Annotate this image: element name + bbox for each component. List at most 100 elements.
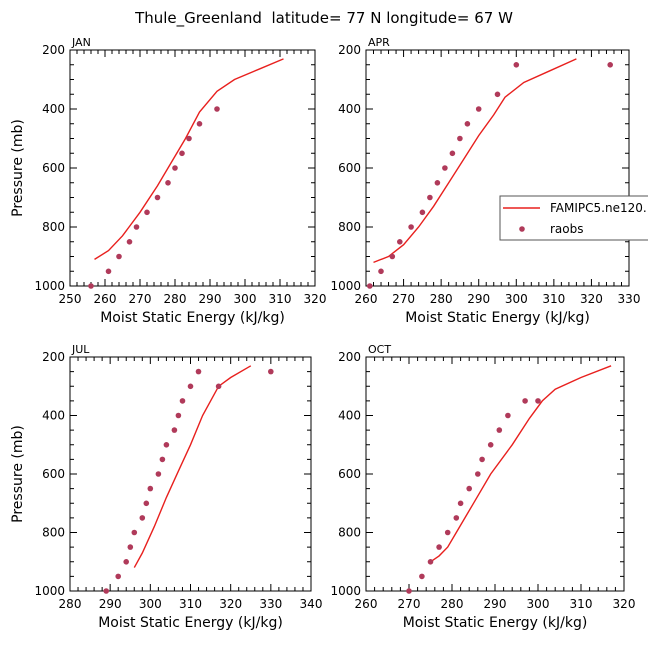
plot-frame bbox=[69, 356, 312, 592]
obs-point bbox=[442, 165, 448, 171]
y-tick-label: 400 bbox=[338, 409, 361, 423]
obs-point bbox=[457, 135, 463, 142]
y-tick-label: 800 bbox=[338, 526, 361, 540]
x-axis-label: Moist Static Energy (kJ/kg) bbox=[405, 310, 590, 326]
obs-point bbox=[535, 398, 541, 404]
obs-point bbox=[143, 500, 150, 507]
plot-frame bbox=[365, 49, 630, 287]
obs-point bbox=[154, 194, 161, 201]
obs-point bbox=[195, 368, 202, 375]
x-tick-label: 300 bbox=[505, 292, 528, 306]
obs-point bbox=[133, 224, 140, 230]
obs-point bbox=[126, 239, 133, 245]
legend-obs-label: raobs bbox=[550, 222, 584, 236]
panel-label: OCT bbox=[368, 343, 391, 356]
y-tick-label: 400 bbox=[42, 102, 65, 116]
x-tick-label: 310 bbox=[570, 597, 593, 611]
x-tick-label: 320 bbox=[219, 597, 242, 611]
obs-point bbox=[378, 268, 384, 275]
obs-point bbox=[214, 106, 220, 112]
plot-frame bbox=[69, 49, 316, 287]
y-tick-label: 1000 bbox=[34, 279, 65, 293]
obs-point bbox=[175, 412, 182, 419]
x-tick-label: 290 bbox=[467, 292, 490, 306]
y-axis-label: Pressure (mb) bbox=[10, 425, 26, 523]
obs-point bbox=[127, 544, 134, 550]
obs-point bbox=[419, 573, 425, 580]
x-axis-label: Moist Static Energy (kJ/kg) bbox=[403, 615, 588, 631]
legend: FAMIPC5.ne120. raobs bbox=[499, 195, 648, 241]
x-tick-label: 340 bbox=[300, 597, 323, 611]
x-tick-label: 270 bbox=[129, 292, 152, 306]
obs-point bbox=[475, 106, 482, 112]
obs-point bbox=[131, 529, 138, 536]
obs-point bbox=[466, 485, 473, 492]
x-tick-label: 260 bbox=[355, 292, 378, 306]
panel-label: APR bbox=[368, 36, 390, 49]
obs-point bbox=[513, 62, 520, 68]
x-tick-label: 300 bbox=[527, 597, 550, 611]
y-axis-label: Pressure (mb) bbox=[10, 119, 26, 217]
obs-point bbox=[408, 224, 414, 230]
x-axis-label: Moist Static Energy (kJ/kg) bbox=[98, 615, 283, 631]
obs-point bbox=[187, 383, 194, 390]
y-tick-label: 1000 bbox=[34, 584, 65, 598]
y-tick-label: 400 bbox=[338, 102, 361, 116]
y-tick-label: 800 bbox=[42, 220, 65, 234]
obs-point bbox=[171, 427, 178, 433]
model-line bbox=[373, 58, 577, 264]
panel-label: JAN bbox=[71, 36, 91, 49]
x-tick-label: 290 bbox=[199, 292, 222, 306]
x-tick-label: 270 bbox=[398, 597, 421, 611]
y-tick-label: 600 bbox=[338, 161, 361, 175]
obs-point bbox=[449, 150, 456, 157]
obs-point bbox=[186, 135, 192, 142]
model-line bbox=[94, 58, 284, 260]
y-tick-label: 400 bbox=[42, 409, 65, 423]
x-tick-label: 330 bbox=[618, 292, 641, 306]
y-tick-label: 1000 bbox=[330, 584, 361, 598]
model-line bbox=[430, 365, 612, 563]
obs-point bbox=[607, 62, 613, 68]
obs-point bbox=[453, 515, 460, 521]
obs-point bbox=[419, 209, 426, 216]
obs-point bbox=[436, 544, 442, 550]
x-tick-label: 260 bbox=[94, 292, 117, 306]
obs-point bbox=[123, 559, 129, 565]
obs-point bbox=[464, 121, 471, 127]
obs-point bbox=[505, 412, 511, 419]
y-tick-label: 600 bbox=[338, 467, 361, 481]
obs-point bbox=[159, 456, 166, 463]
x-tick-label: 280 bbox=[164, 292, 187, 306]
obs-point bbox=[427, 194, 433, 201]
y-tick-label: 600 bbox=[42, 467, 65, 481]
x-tick-label: 300 bbox=[234, 292, 257, 306]
plot-frame bbox=[365, 356, 625, 592]
y-tick-label: 800 bbox=[338, 220, 361, 234]
obs-point bbox=[196, 121, 203, 127]
obs-point bbox=[139, 515, 146, 521]
x-tick-label: 290 bbox=[99, 597, 122, 611]
model-line bbox=[133, 365, 252, 568]
legend-marker-swatch bbox=[519, 226, 525, 232]
y-tick-label: 200 bbox=[338, 43, 361, 57]
obs-point bbox=[179, 398, 186, 404]
obs-point bbox=[88, 283, 94, 289]
obs-point bbox=[487, 442, 494, 448]
x-tick-label: 260 bbox=[355, 597, 378, 611]
x-tick-label: 300 bbox=[139, 597, 162, 611]
y-tick-label: 200 bbox=[338, 350, 361, 364]
x-tick-label: 320 bbox=[613, 597, 636, 611]
legend-box bbox=[499, 195, 648, 241]
obs-point bbox=[116, 253, 122, 260]
x-tick-label: 280 bbox=[430, 292, 453, 306]
obs-point bbox=[115, 573, 121, 580]
obs-point bbox=[165, 180, 171, 186]
obs-point bbox=[179, 150, 185, 157]
